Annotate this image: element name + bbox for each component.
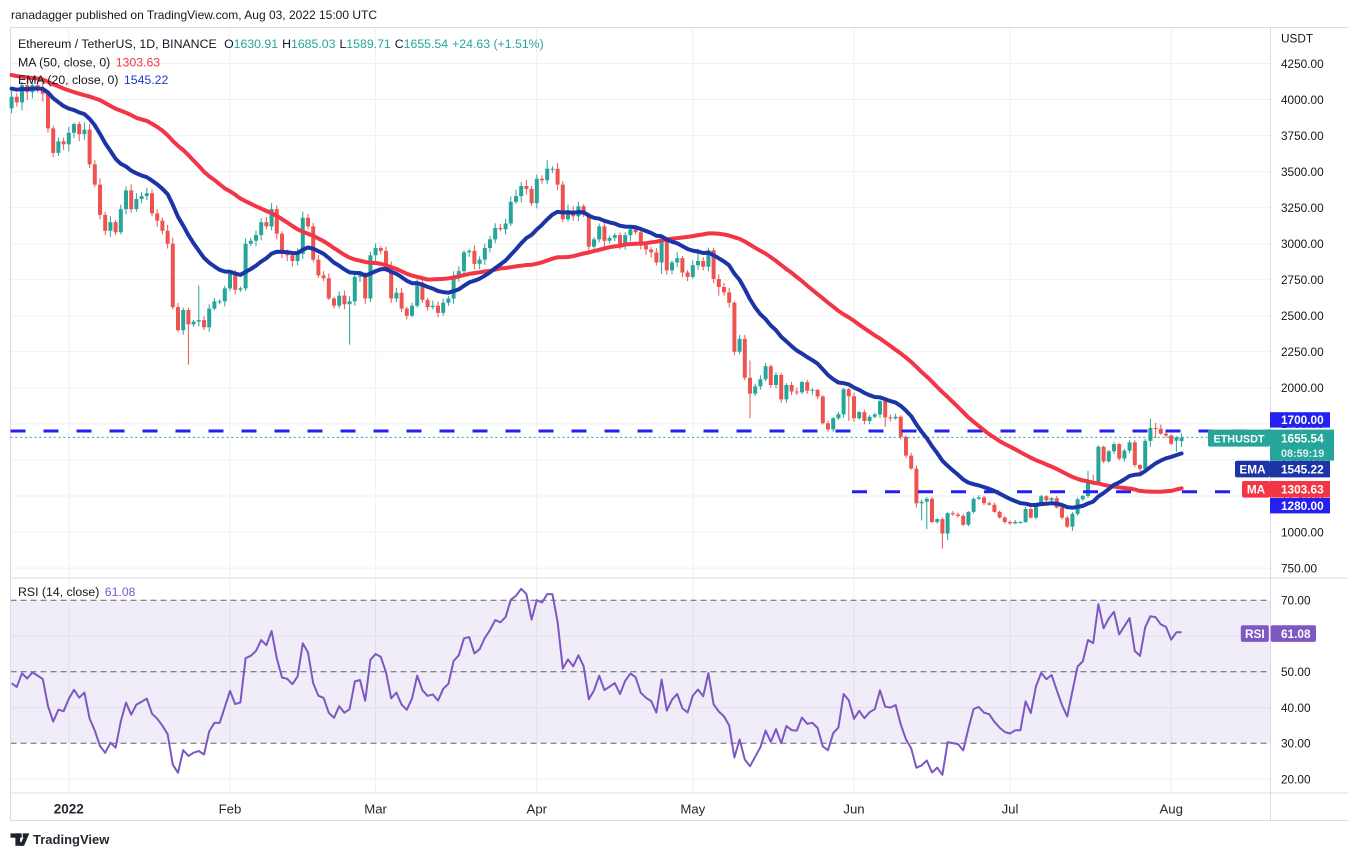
svg-text:4000.00: 4000.00 xyxy=(1281,93,1324,107)
svg-text:EMA: EMA xyxy=(1239,462,1266,476)
svg-text:30.00: 30.00 xyxy=(1281,737,1311,751)
svg-text:RSI (14, close) 61.08: RSI (14, close) 61.08 xyxy=(18,585,136,599)
svg-text:Jun: Jun xyxy=(843,802,864,817)
svg-text:1303.63: 1303.63 xyxy=(1281,483,1324,497)
svg-text:3750.00: 3750.00 xyxy=(1281,129,1324,143)
svg-text:MA (50, close, 0) 1303.63: MA (50, close, 0) 1303.63 xyxy=(18,56,160,70)
svg-text:RSI: RSI xyxy=(1245,627,1265,641)
svg-text:4250.00: 4250.00 xyxy=(1281,57,1324,71)
svg-text:2000.00: 2000.00 xyxy=(1281,381,1324,395)
svg-text:Aug: Aug xyxy=(1159,802,1182,817)
svg-text:Feb: Feb xyxy=(219,802,242,817)
svg-text:1280.00: 1280.00 xyxy=(1281,499,1324,513)
svg-text:2250.00: 2250.00 xyxy=(1281,345,1324,359)
svg-text:2022: 2022 xyxy=(54,802,84,817)
svg-text:Mar: Mar xyxy=(364,802,387,817)
svg-text:1000.00: 1000.00 xyxy=(1281,525,1324,539)
svg-text:750.00: 750.00 xyxy=(1281,561,1318,575)
svg-text:TradingView: TradingView xyxy=(33,832,110,847)
svg-text:70.00: 70.00 xyxy=(1281,594,1311,608)
svg-text:Apr: Apr xyxy=(527,802,548,817)
svg-text:1655.54: 1655.54 xyxy=(1281,431,1324,445)
svg-text:2500.00: 2500.00 xyxy=(1281,309,1324,323)
svg-text:20.00: 20.00 xyxy=(1281,772,1311,786)
svg-text:Jul: Jul xyxy=(1002,802,1019,817)
svg-text:EMA (20, close, 0) 1545.22: EMA (20, close, 0) 1545.22 xyxy=(18,73,169,87)
svg-text:2750.00: 2750.00 xyxy=(1281,273,1324,287)
svg-text:3000.00: 3000.00 xyxy=(1281,237,1324,251)
svg-text:1545.22: 1545.22 xyxy=(1281,462,1324,476)
svg-text:40.00: 40.00 xyxy=(1281,701,1311,715)
svg-text:08:59:19: 08:59:19 xyxy=(1281,448,1324,460)
svg-text:50.00: 50.00 xyxy=(1281,665,1311,679)
svg-text:USDT: USDT xyxy=(1281,32,1313,46)
svg-text:MA: MA xyxy=(1247,483,1266,497)
svg-text:3250.00: 3250.00 xyxy=(1281,201,1324,215)
svg-text:3500.00: 3500.00 xyxy=(1281,165,1324,179)
svg-text:May: May xyxy=(680,802,705,817)
svg-text:1700.00: 1700.00 xyxy=(1281,413,1324,427)
svg-text:ETHUSDT: ETHUSDT xyxy=(1214,433,1265,445)
svg-text:ranadagger published on Tradin: ranadagger published on TradingView.com,… xyxy=(11,8,377,22)
svg-text:61.08: 61.08 xyxy=(1281,627,1311,641)
